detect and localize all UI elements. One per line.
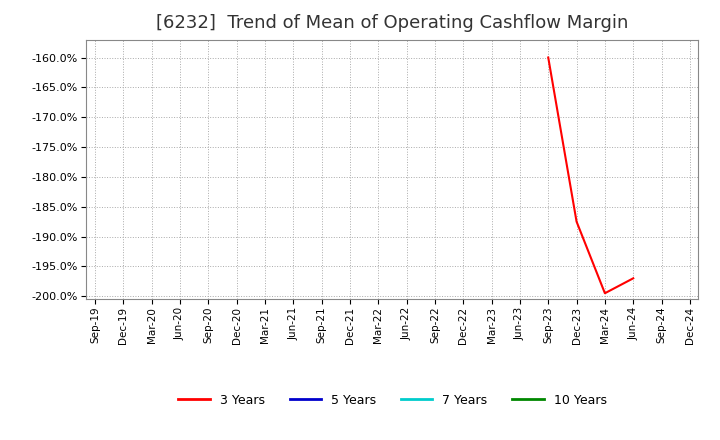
3 Years — [544, 55, 552, 60]
Title: [6232]  Trend of Mean of Operating Cashflow Margin: [6232] Trend of Mean of Operating Cashfl… — [156, 15, 629, 33]
Line: 3 Years: 3 Years — [548, 58, 633, 293]
3 Years — [629, 276, 637, 281]
3 Years — [572, 219, 581, 224]
3 Years — [600, 290, 609, 296]
Legend: 3 Years, 5 Years, 7 Years, 10 Years: 3 Years, 5 Years, 7 Years, 10 Years — [174, 389, 611, 411]
